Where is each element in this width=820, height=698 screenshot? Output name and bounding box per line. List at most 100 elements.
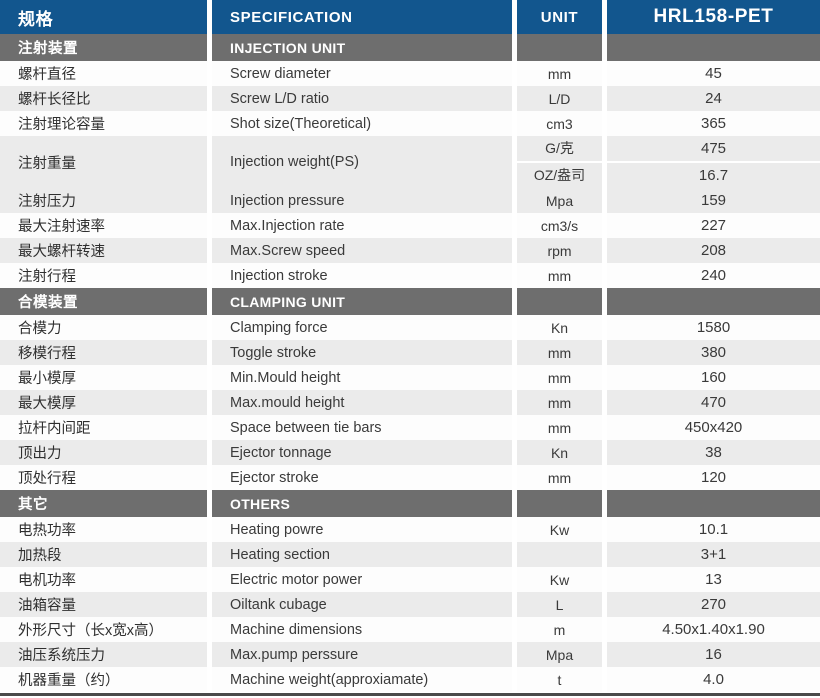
spec-row: 加热段 Heating section 3+1 bbox=[0, 542, 820, 567]
spec-row: 油箱容量 Oiltank cubage L 270 bbox=[0, 592, 820, 617]
spec-name-cn: 电机功率 bbox=[0, 567, 207, 592]
column-divider bbox=[207, 61, 212, 86]
spec-value: 120 bbox=[607, 465, 820, 490]
spec-row: 螺杆长径比 Screw L/D ratio L/D 24 bbox=[0, 86, 820, 111]
spec-value: 24 bbox=[607, 86, 820, 111]
column-divider bbox=[512, 592, 517, 617]
spec-name-en: Min.Mould height bbox=[212, 365, 512, 390]
section-title-en: CLAMPING UNIT bbox=[212, 288, 512, 315]
spec-name-cn: 注射压力 bbox=[0, 188, 207, 213]
section-unit-blank bbox=[517, 288, 602, 315]
spec-value: 450x420 bbox=[607, 415, 820, 440]
section-value-blank bbox=[607, 288, 820, 315]
column-divider bbox=[512, 365, 517, 390]
column-divider bbox=[207, 136, 212, 188]
spec-row: 注射行程 Injection stroke mm 240 bbox=[0, 263, 820, 288]
column-divider bbox=[207, 213, 212, 238]
column-divider bbox=[512, 213, 517, 238]
spec-row: 注射重量 Injection weight(PS) G/克 OZ/盎司 475 16.7 bbox=[0, 136, 820, 188]
column-divider bbox=[602, 667, 607, 692]
column-divider bbox=[602, 263, 607, 288]
spec-name-en: Injection weight(PS) bbox=[212, 136, 512, 188]
column-divider bbox=[207, 188, 212, 213]
column-divider bbox=[602, 188, 607, 213]
section-value-blank bbox=[607, 490, 820, 517]
spec-value: 16.7 bbox=[607, 163, 820, 188]
spec-row: 顶处行程 Ejector stroke mm 120 bbox=[0, 465, 820, 490]
table-bottom-spacer bbox=[0, 692, 820, 693]
column-divider bbox=[602, 567, 607, 592]
spec-unit: rpm bbox=[517, 238, 602, 263]
spec-value: 475 bbox=[607, 136, 820, 163]
column-divider bbox=[512, 567, 517, 592]
spec-name-en: Electric motor power bbox=[212, 567, 512, 592]
section-title-cn: 其它 bbox=[0, 490, 207, 517]
column-divider bbox=[512, 238, 517, 263]
spec-name-en: Injection pressure bbox=[212, 188, 512, 213]
header-spec-cn: 规格 bbox=[0, 0, 207, 34]
spec-name-en: Ejector tonnage bbox=[212, 440, 512, 465]
column-divider bbox=[602, 592, 607, 617]
spec-row: 注射压力 Injection pressure Mpa 159 bbox=[0, 188, 820, 213]
section-unit-blank bbox=[517, 34, 602, 61]
section-title-en: OTHERS bbox=[212, 490, 512, 517]
column-divider bbox=[602, 490, 607, 517]
spec-value: 240 bbox=[607, 263, 820, 288]
spec-name-en: Toggle stroke bbox=[212, 340, 512, 365]
spec-name-cn: 电热功率 bbox=[0, 517, 207, 542]
spec-unit: t bbox=[517, 667, 602, 692]
column-divider bbox=[512, 61, 517, 86]
column-divider bbox=[207, 567, 212, 592]
spec-name-cn: 最大螺杆转速 bbox=[0, 238, 207, 263]
spec-unit: cm3 bbox=[517, 111, 602, 136]
column-divider bbox=[207, 0, 212, 34]
spec-unit: mm bbox=[517, 340, 602, 365]
spec-row: 顶出力 Ejector tonnage Kn 38 bbox=[0, 440, 820, 465]
section-header-row: 其它 OTHERS bbox=[0, 490, 820, 517]
spec-value: 4.50x1.40x1.90 bbox=[607, 617, 820, 642]
column-divider bbox=[207, 415, 212, 440]
spec-name-cn: 顶处行程 bbox=[0, 465, 207, 490]
spec-row: 注射理论容量 Shot size(Theoretical) cm3 365 bbox=[0, 111, 820, 136]
spec-unit: L bbox=[517, 592, 602, 617]
spec-unit: Mpa bbox=[517, 642, 602, 667]
spec-name-en: Clamping force bbox=[212, 315, 512, 340]
column-divider bbox=[207, 542, 212, 567]
spec-row: 外形尺寸（长x宽x高） Machine dimensions m 4.50x1.40x… bbox=[0, 617, 820, 642]
spec-row: 电机功率 Electric motor power Kw 13 bbox=[0, 567, 820, 592]
column-divider bbox=[602, 542, 607, 567]
table-bottom-rule bbox=[0, 693, 820, 696]
spec-value: 1580 bbox=[607, 315, 820, 340]
column-divider bbox=[602, 390, 607, 415]
spec-row: 合模力 Clamping force Kn 1580 bbox=[0, 315, 820, 340]
column-divider bbox=[602, 517, 607, 542]
column-divider bbox=[207, 315, 212, 340]
spec-name-cn: 加热段 bbox=[0, 542, 207, 567]
column-divider bbox=[602, 238, 607, 263]
column-divider bbox=[602, 642, 607, 667]
column-divider bbox=[207, 517, 212, 542]
spec-value: 3+1 bbox=[607, 542, 820, 567]
spec-name-en: Machine weight(approxiamate) bbox=[212, 667, 512, 692]
spec-row: 电热功率 Heating powre Kw 10.1 bbox=[0, 517, 820, 542]
column-divider bbox=[602, 213, 607, 238]
header-spec-en: SPECIFICATION bbox=[212, 0, 512, 34]
spec-value: 227 bbox=[607, 213, 820, 238]
spec-value: 38 bbox=[607, 440, 820, 465]
spec-name-en: Screw diameter bbox=[212, 61, 512, 86]
spec-name-en: Max.Injection rate bbox=[212, 213, 512, 238]
column-divider bbox=[207, 617, 212, 642]
column-divider bbox=[512, 263, 517, 288]
column-divider bbox=[602, 111, 607, 136]
section-header-row: 合模装置 CLAMPING UNIT bbox=[0, 288, 820, 315]
column-divider bbox=[512, 340, 517, 365]
column-divider bbox=[512, 490, 517, 517]
spec-row: 最小模厚 Min.Mould height mm 160 bbox=[0, 365, 820, 390]
column-divider bbox=[602, 440, 607, 465]
spec-row: 油压系统压力 Max.pump perssure Mpa 16 bbox=[0, 642, 820, 667]
spec-value: 10.1 bbox=[607, 517, 820, 542]
column-divider bbox=[602, 86, 607, 111]
spec-name-cn: 外形尺寸（长x宽x高） bbox=[0, 617, 207, 642]
section-unit-blank bbox=[517, 490, 602, 517]
spec-unit: mm bbox=[517, 263, 602, 288]
